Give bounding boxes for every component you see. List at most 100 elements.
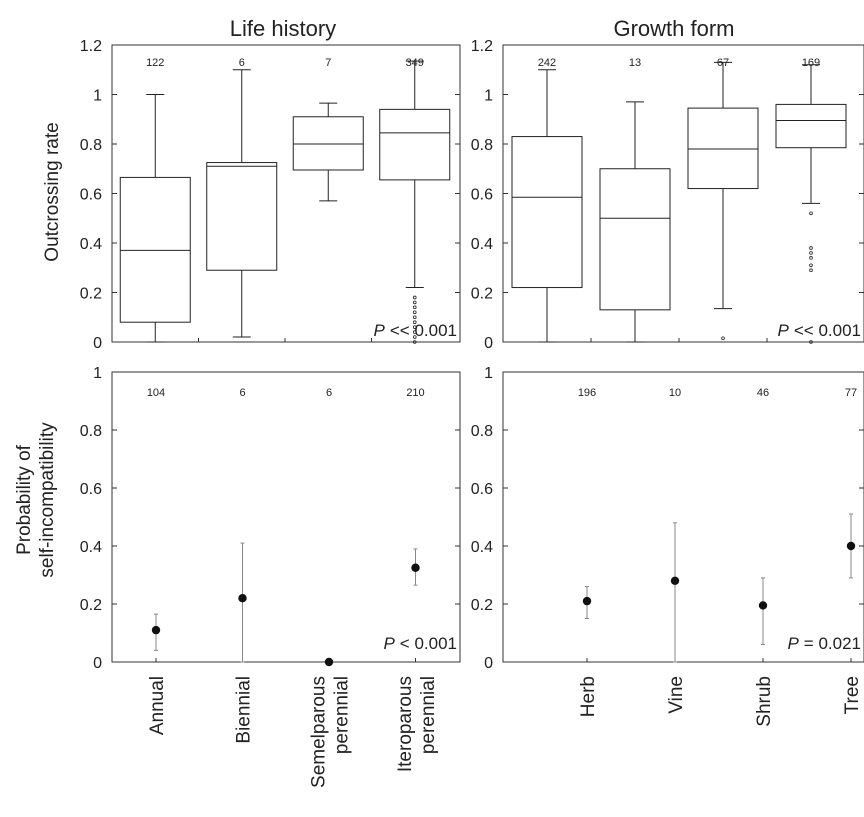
outlier-point (412, 295, 417, 300)
box-iqr (379, 108, 451, 181)
data-point (324, 657, 334, 667)
p-value-text: << 0.001 (794, 321, 861, 340)
y-tick-label: 0.4 (80, 539, 102, 556)
y-tick-label: 1.2 (80, 38, 102, 55)
sample-count: 10 (669, 387, 681, 399)
sample-count: 46 (757, 387, 769, 399)
x-category-label: Annual (147, 676, 168, 735)
outlier-point (809, 256, 813, 260)
outlier-point (809, 340, 813, 344)
y-tick-label: 1 (484, 365, 493, 382)
data-point (151, 625, 161, 635)
y-tick-label: 0.6 (471, 481, 493, 498)
box-iqr (599, 168, 671, 311)
box-iqr (511, 136, 583, 289)
sample-count: 13 (629, 57, 641, 69)
x-category-label-line: Tree (842, 676, 863, 714)
data-point (846, 541, 856, 551)
x-category-label-line: Shrub (754, 676, 775, 727)
x-category-label: Tree (842, 676, 863, 714)
y-tick-label: 0 (93, 655, 102, 672)
x-category-label: Semelparous perennial (309, 676, 353, 788)
data-point (411, 563, 420, 572)
p-value-label: P << 0.001 (778, 321, 861, 340)
y-axis-label-si-line2: self-incompatibility (37, 422, 58, 578)
outlier-point (412, 315, 417, 320)
plot-frame (111, 371, 461, 663)
y-tick-label: 0.2 (80, 597, 102, 614)
y-tick-label: 0.2 (471, 286, 493, 303)
y-tick-label: 0 (484, 335, 493, 352)
x-category-label: Shrub (754, 676, 775, 727)
y-tick-label: 1 (93, 365, 102, 382)
p-value-text: < 0.001 (400, 634, 457, 653)
x-category-label-line: Biennial (234, 676, 255, 744)
y-tick-label: 0.6 (471, 187, 493, 204)
y-tick-label: 0.8 (80, 137, 102, 154)
box-iqr (206, 162, 278, 271)
x-category-label-line: perennial (418, 676, 439, 754)
sample-count: 196 (578, 387, 596, 399)
outlier-point (412, 330, 417, 334)
sample-count: 104 (147, 387, 165, 399)
box-iqr (119, 176, 191, 323)
outlier-point (809, 268, 813, 273)
plot-frame (502, 371, 864, 663)
y-tick-label: 0.8 (471, 423, 493, 440)
y-tick-label: 0.8 (471, 137, 493, 154)
sample-count: 210 (406, 387, 424, 399)
sample-count: 6 (239, 57, 245, 69)
outlier-point (412, 320, 417, 325)
y-tick-label: 0.4 (80, 236, 102, 253)
x-category-label: Iteroparous perennial (395, 676, 439, 772)
outlier-point (412, 335, 417, 339)
data-point (582, 596, 592, 606)
panel-2: 0 0.2 0.4 0.6 0.8 1 104 6 6 210 P < 0.001 Annual Bien… (80, 365, 461, 788)
y-tick-label: 0 (93, 335, 102, 352)
x-category-label: Biennial (234, 676, 255, 744)
y-tick-label: 0.2 (80, 286, 102, 303)
outlier-point (412, 310, 417, 315)
y-tick-label: 0.2 (471, 597, 493, 614)
y-axis-label-si-line1: Probability of (14, 444, 35, 555)
y-tick-label: 0.8 (80, 423, 102, 440)
x-category-label-line: Iteroparous (395, 676, 416, 772)
p-value-label: P = 0.021 (787, 634, 861, 653)
sample-count: 242 (538, 57, 556, 69)
outlier-point (809, 211, 813, 216)
y-tick-label: 0.4 (471, 236, 493, 253)
x-category-label-line: Annual (147, 676, 168, 735)
outlier-point (412, 300, 417, 305)
sample-count: 77 (845, 387, 857, 399)
box-iqr (292, 116, 364, 171)
x-category-label-line: Semelparous (309, 676, 330, 788)
box-iqr (775, 103, 847, 149)
y-tick-label: 0 (484, 655, 493, 672)
y-tick-label: 1 (93, 88, 102, 105)
y-tick-label: 0.6 (80, 187, 102, 204)
outlier-point (412, 340, 417, 344)
p-value-label: P << 0.001 (374, 321, 457, 340)
p-value-symbol: P (787, 634, 799, 653)
outlier-point (809, 263, 813, 268)
data-point (758, 601, 768, 610)
x-category-label-line: Herb (578, 676, 599, 717)
sample-count: 7 (325, 57, 331, 69)
x-category-label: Vine (666, 676, 687, 714)
p-value-text: << 0.001 (390, 321, 457, 340)
outlier-point (721, 336, 725, 341)
p-value-symbol: P (374, 321, 386, 340)
outlier-point (809, 246, 813, 250)
sample-count: 6 (326, 387, 332, 399)
x-category-label-line: Vine (666, 676, 687, 714)
column-title-growth-form: Growth form (613, 16, 734, 41)
outlier-point (412, 305, 417, 310)
sample-count: 6 (239, 387, 245, 399)
y-tick-label: 1.2 (471, 38, 493, 55)
sample-count: 169 (802, 57, 820, 69)
p-value-symbol: P (383, 634, 395, 653)
p-value-symbol: P (778, 321, 790, 340)
